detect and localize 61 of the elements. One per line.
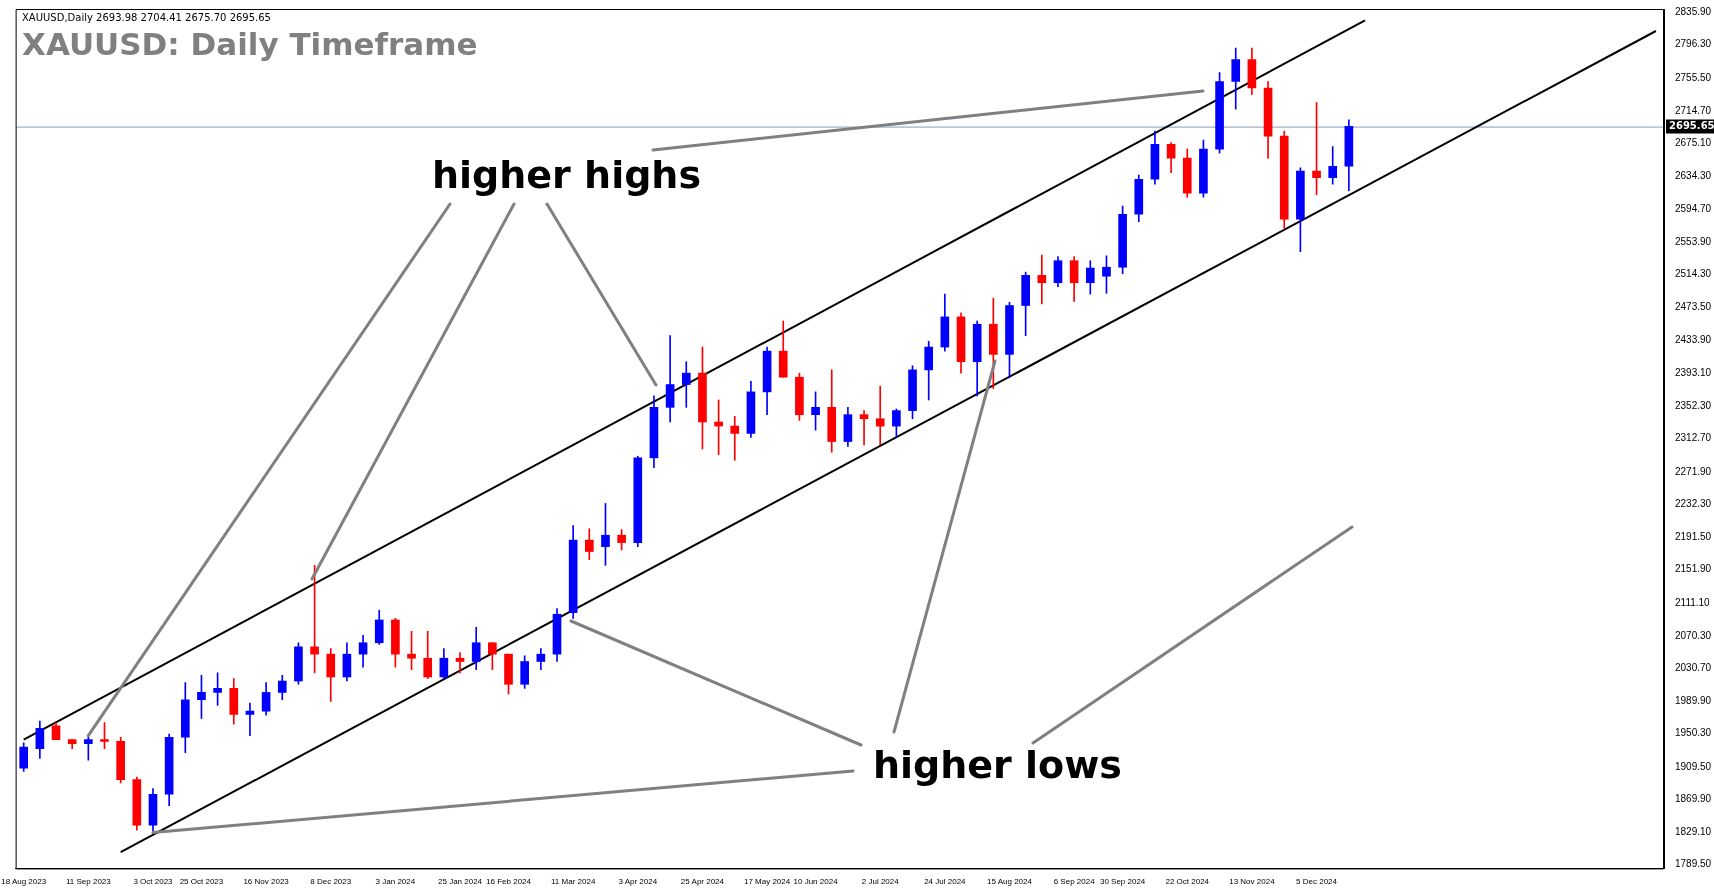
y-tick-label: 1950.30: [1675, 727, 1712, 739]
y-tick-label: 2755.50: [1675, 71, 1712, 83]
x-tick-label: 11 Mar 2024: [550, 877, 596, 887]
x-tick-label: 25 Apr 2024: [680, 877, 725, 887]
y-tick-label: 1869.90: [1675, 792, 1712, 804]
y-tick-label: 2714.70: [1675, 104, 1712, 116]
y-tick-label: 1909.50: [1675, 760, 1712, 772]
annotation: higher highs: [432, 152, 702, 198]
x-tick-label: 3 Jan 2024: [375, 877, 416, 887]
candlestick: [455, 652, 465, 674]
ref-line-label: 2695.65: [1669, 120, 1714, 132]
y-tick-label: 2796.30: [1675, 38, 1712, 50]
y-tick-label: 2594.70: [1675, 202, 1712, 214]
x-tick-label: 22 Oct 2024: [1165, 877, 1210, 887]
text: XAUUSD: Daily Timeframe: [22, 26, 478, 62]
y-tick-label: 2675.10: [1675, 137, 1712, 149]
x-tick-label: 10 Jun 2024: [793, 877, 839, 887]
x-tick-label: 24 Jul 2024: [924, 877, 967, 887]
x-tick-label: 11 Sep 2023: [65, 877, 112, 887]
x-tick-label: 16 Nov 2023: [243, 877, 290, 887]
x-tick-label: 25 Oct 2023: [179, 877, 224, 887]
x-tick-label: 15 Aug 2024: [987, 877, 1033, 887]
y-tick-label: 2191.50: [1675, 531, 1712, 543]
y-tick-label: 2514.30: [1675, 268, 1712, 280]
x-tick-label: 16 Feb 2024: [486, 877, 532, 887]
candlestick: [730, 415, 740, 461]
y-tick-label: 2433.90: [1675, 333, 1712, 345]
y-tick-label: 2232.30: [1675, 497, 1712, 509]
y-tick-label: 1829.10: [1675, 826, 1712, 838]
candlestick: [245, 702, 255, 736]
y-tick-label: 1789.50: [1675, 858, 1712, 870]
x-tick-label: 17 May 2024: [743, 877, 791, 887]
x-tick-label: 6 Sep 2024: [1053, 877, 1096, 887]
y-tick-label: 1989.90: [1675, 695, 1712, 707]
candlestick: [859, 410, 869, 446]
y-tick-label: 2151.90: [1675, 563, 1712, 575]
y-tick-label: 2312.70: [1675, 432, 1712, 444]
candlestick: [875, 385, 885, 446]
y-tick-label: 2111.10: [1675, 596, 1711, 608]
x-tick-label: 25 Jan 2024: [438, 877, 483, 887]
y-tick-label: 2393.10: [1675, 366, 1712, 378]
y-tick-label: 2271.90: [1675, 465, 1712, 477]
y-tick-label: 2634.30: [1675, 170, 1712, 182]
x-tick-label: 3 Oct 2023: [133, 877, 174, 887]
y-tick-label: 2030.70: [1675, 662, 1712, 673]
y-tick-label: 2070.30: [1675, 629, 1712, 641]
x-tick-label: 5 Dec 2024: [1296, 877, 1338, 887]
candlestick: [1037, 254, 1047, 305]
x-tick-label: 8 Dec 2023: [310, 877, 352, 887]
x-tick-label: 30 Sep 2024: [1099, 877, 1146, 887]
y-tick-label: 2553.90: [1675, 235, 1712, 247]
y-tick-label: 2835.90: [1675, 6, 1712, 18]
y-tick-label: 2352.30: [1675, 400, 1712, 412]
annotation: XAUUSD,Daily 2693.98 2704.41 2675.70 2695.65: [22, 12, 271, 23]
x-tick-label: 3 Apr 2024: [618, 877, 658, 887]
x-tick-label: 13 Nov 2024: [1229, 877, 1276, 887]
x-tick-label: 18 Aug 2023: [1, 877, 47, 887]
annotation: higher lows: [873, 742, 1122, 788]
y-tick-label: 2473.50: [1675, 301, 1712, 313]
x-tick-label: 2 Jul 2024: [861, 877, 900, 887]
candlestick: [681, 361, 691, 408]
